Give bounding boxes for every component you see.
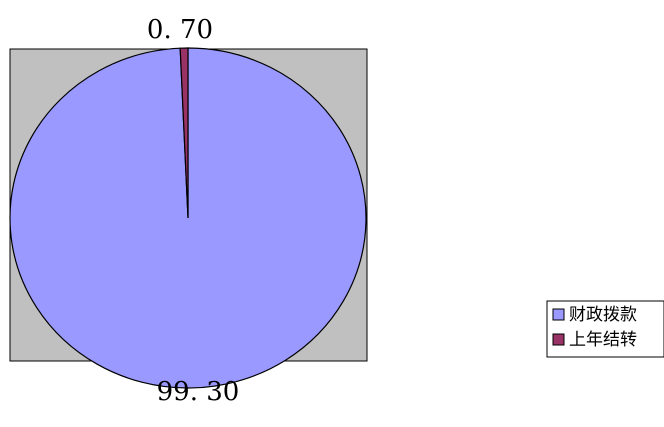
- legend-swatch-fiscal-appropriation: [552, 308, 565, 321]
- data-label-prior-year-carryover: 0. 70: [147, 15, 213, 45]
- legend-label-prior-year-carryover: 上年结转: [569, 330, 637, 350]
- pie-slice-prior-year-carryover: [179, 47, 189, 219]
- legend-swatch-prior-year-carryover: [552, 333, 565, 346]
- data-label-fiscal-appropriation: 99. 30: [157, 377, 240, 407]
- legend-box: [546, 300, 664, 358]
- data-labels: 99. 30 0. 70: [147, 15, 239, 407]
- legend-label-fiscal-appropriation: 财政拨款: [569, 305, 637, 325]
- pie-slices: [9, 47, 367, 389]
